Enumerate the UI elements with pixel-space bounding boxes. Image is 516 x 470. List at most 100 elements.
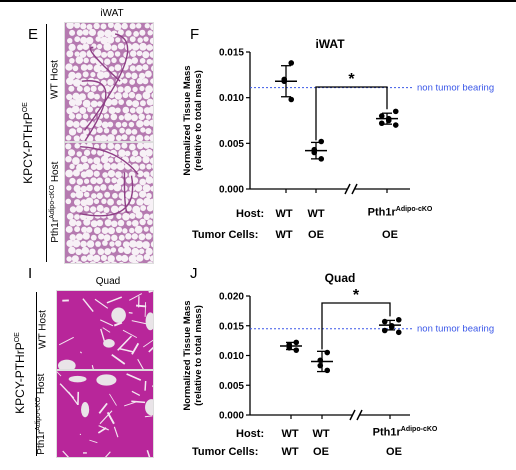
adipocyte [66,93,73,101]
adipocyte [96,219,104,227]
adipocyte [136,134,144,141]
data-point [392,122,399,128]
adipocyte [126,220,132,226]
fiber-gap [148,346,153,353]
chart-title: Quad [325,271,356,285]
y-tick-label: 0.015 [219,48,244,59]
fiber-gap [117,335,133,351]
adipocyte [107,50,114,58]
adipocyte [149,37,153,45]
panel-j-tumor-label: Tumor Cells: [192,446,259,458]
fiber-gap [94,298,109,309]
adipocyte [137,37,143,43]
data-point [385,117,392,124]
adipocyte [135,64,143,72]
panel-e-group-label: KPCY-PTHrPOE [21,93,35,193]
adipocyte [82,162,90,170]
adipocyte [107,121,114,128]
chart-quad-svg: Quad Normalized Tissue Mass (relative to t… [182,271,494,422]
adipocyte [70,261,76,263]
adipocyte [104,219,112,227]
adipocyte [84,261,90,263]
adipocyte [149,255,153,262]
row-label-text: Pth1r [36,430,48,455]
adipocyte [97,248,105,256]
fiber-gap [100,319,114,327]
adipocyte [93,157,101,165]
adipocyte [129,135,136,141]
y-axis-label: Normalized Tissue Mass [182,300,193,410]
muscle-histology-pattern [57,291,153,369]
fiber-gap [98,425,109,431]
row-label-sup: Adipo-cKO [48,184,56,219]
adipocyte [90,220,98,228]
adipocyte [126,99,133,107]
adipocyte [82,99,91,108]
adipocyte [117,86,124,93]
adipocyte [136,120,144,128]
adipocyte [74,36,81,43]
adipocyte [76,163,84,172]
adipocyte [97,149,104,156]
adipocyte [88,28,97,37]
adipocyte [125,30,132,37]
adipocyte [129,65,136,72]
y-tick-label: 0.000 [219,185,244,196]
adipocyte [103,71,110,79]
adipocyte [93,64,102,73]
fiber-gap [99,410,113,425]
adipocyte [72,92,80,100]
fiber-gap [146,450,151,457]
panel-letter-i: I [28,265,33,282]
adipocyte [93,198,100,205]
adipocyte [107,169,116,178]
panel-e-image-title: iWAT [100,8,124,19]
adipocyte [146,163,152,170]
panel-j-tumor-3: OE [386,446,402,458]
data-point [381,327,388,334]
adipocyte [96,177,103,185]
iwat-wt-host-image [64,22,154,142]
panel-j-tumor-1: WT [281,446,299,458]
adipocyte [128,91,136,99]
adipocyte [87,77,96,86]
adipocyte [119,127,125,134]
adipocyte [135,106,144,114]
interstitial-space [103,339,115,348]
panel-f-host-label: Host: [236,208,265,220]
adipocyte [110,163,118,170]
septum-strand [81,80,107,141]
adipocyte [65,143,72,150]
adipocyte [135,23,142,29]
adipocyte [70,192,76,198]
adipocyte [117,246,125,254]
adipocyte [132,100,140,108]
adipocyte [131,150,139,157]
adipocyte [149,226,153,234]
adipocyte [95,36,102,42]
adipocyte [124,162,132,170]
adipocyte [115,254,123,262]
adipocyte [150,241,153,248]
adipocyte [125,233,132,240]
adipocyte [81,226,88,233]
adipocyte [72,65,79,72]
adipocyte [145,85,153,94]
adipocyte [107,143,115,150]
axis-break-mark [351,183,358,195]
adipocyte [86,23,93,30]
chart-quad: Quad Normalized Tissue Mass (relative to t… [180,268,510,426]
adipocyte [74,98,83,106]
adipocyte [83,149,91,156]
adipocyte [82,71,89,78]
adipocyte [69,177,76,185]
adipocyte [101,92,109,100]
adipocyte [79,78,88,86]
adipocyte [121,254,129,263]
adipocyte [75,72,82,79]
adipocyte [139,42,147,51]
panel-e-row-label-ko: Pth1rAdipo-cKO Host [49,147,61,257]
adipocyte [139,190,147,198]
axis-break-mark [344,183,351,195]
adipocyte [145,127,152,135]
